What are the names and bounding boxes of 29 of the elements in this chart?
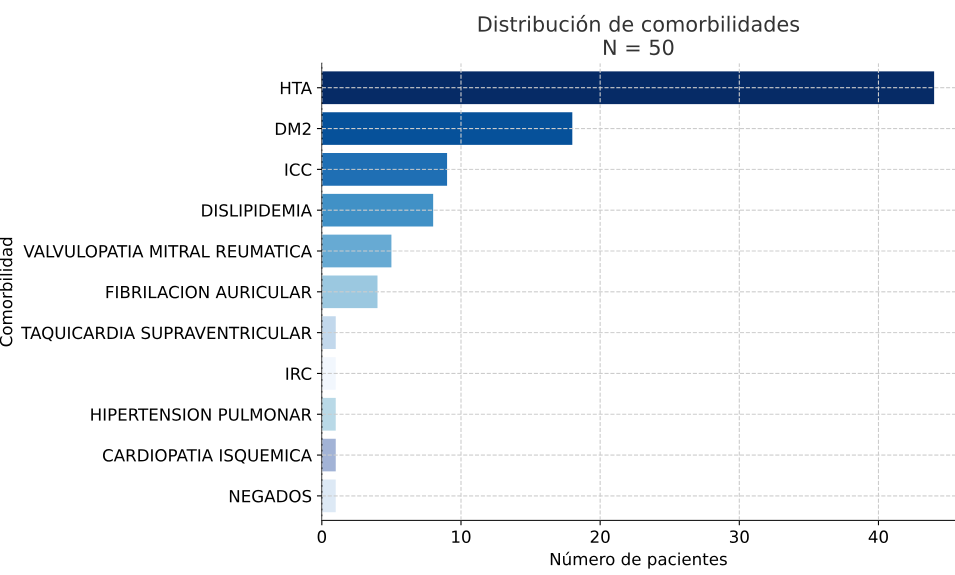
x-tick-label: 10 bbox=[452, 530, 470, 543]
bar bbox=[322, 112, 572, 145]
bar bbox=[322, 357, 336, 390]
y-tick-label: IRC bbox=[286, 367, 312, 380]
bar bbox=[322, 71, 934, 104]
y-tick-label: VALVULOPATIA MITRAL REUMATICA bbox=[23, 244, 312, 258]
y-tick-label: DISLIPIDEMIA bbox=[202, 204, 312, 217]
y-tick-label: FIBRILACION AURICULAR bbox=[106, 286, 312, 298]
x-axis-title: Número de pacientes bbox=[550, 552, 727, 569]
x-tick-label: 40 bbox=[868, 530, 888, 543]
y-tick-label: HIPERTENSION PULMONAR bbox=[91, 408, 312, 421]
bar bbox=[322, 234, 392, 268]
bar bbox=[322, 275, 378, 308]
y-tick-label: TAQUICARDIA SUPRAVENTRICULAR bbox=[21, 326, 312, 342]
bar bbox=[322, 438, 336, 472]
y-tick-label: DM2 bbox=[276, 122, 310, 135]
bar bbox=[322, 480, 336, 512]
bar bbox=[322, 316, 336, 349]
y-tick-label: NEGADOS bbox=[230, 490, 312, 502]
x-tick-label: 20 bbox=[590, 530, 610, 543]
bar bbox=[322, 398, 336, 431]
y-tick-label: ICC bbox=[286, 163, 312, 176]
chart-title: Distribución de comorbilidades N = 50 bbox=[478, 14, 800, 56]
y-tick-label: CARDIOPATIA ISQUEMICA bbox=[102, 449, 312, 464]
bar bbox=[322, 194, 434, 227]
x-tick-label: 30 bbox=[730, 530, 749, 543]
bar bbox=[322, 153, 448, 186]
x-tick-label: 0 bbox=[318, 530, 326, 543]
y-tick-label: HTA bbox=[280, 82, 312, 94]
